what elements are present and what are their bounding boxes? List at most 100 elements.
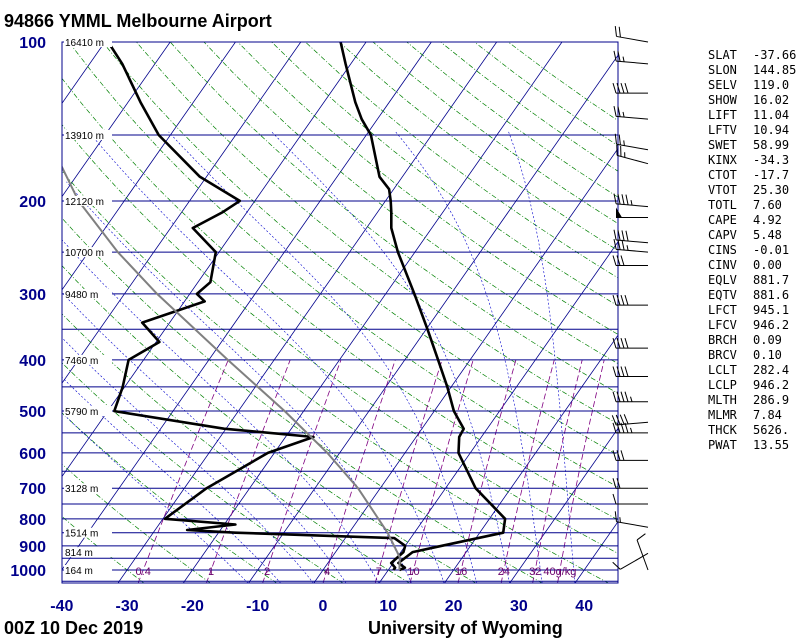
height-label-background [64, 195, 112, 206]
isotherm-line [182, 42, 563, 583]
source-label: University of Wyoming [368, 618, 563, 638]
wind-barb [613, 238, 649, 253]
pressure-tick-label: 300 [19, 287, 46, 304]
index-value: 10.94 [753, 123, 790, 137]
mixing-ratio-label: 7 [376, 566, 382, 578]
index-value: -37.66 [753, 48, 797, 62]
wind-barb [616, 144, 649, 165]
mixing-ratio-line [532, 359, 583, 583]
index-value: 0.00 [753, 258, 782, 272]
index-key: THCK [708, 423, 737, 437]
index-value: 13.55 [753, 438, 790, 452]
dry-adiabat [62, 217, 543, 583]
wind-barb [614, 511, 649, 528]
mixing-ratio-label: 40g/kg [543, 566, 576, 578]
sounding-profiles [62, 42, 507, 572]
index-key: EQLV [708, 273, 737, 287]
height-label: 13910 m [65, 131, 104, 142]
pressure-tick-label: 100 [19, 35, 46, 52]
index-row-lfct: LFCT 945.1 [708, 303, 796, 318]
index-row-slat: SLAT -37.66 [708, 48, 796, 63]
wind-barb [612, 493, 648, 505]
index-value: -0.01 [753, 243, 790, 257]
dry-adiabat [62, 170, 610, 583]
sounding-time: 00Z 10 Dec 2019 [4, 618, 144, 638]
index-key: EQTV [708, 288, 737, 302]
index-row-lftv: LFTV 10.94 [708, 123, 796, 138]
temperature-tick-label: -30 [116, 598, 139, 615]
pressure-tick-label: 600 [19, 446, 46, 463]
wind-barb [612, 294, 648, 306]
index-key: MLTH [708, 393, 737, 407]
index-row-lclp: LCLP 946.2 [708, 378, 796, 393]
height-label-background [64, 37, 112, 47]
index-value: 119.0 [753, 78, 790, 92]
temperature-tick-label: 0 [319, 598, 328, 615]
temperature-tick-label: 10 [379, 598, 397, 615]
index-value: 5.48 [753, 228, 782, 242]
index-key: PWAT [708, 438, 737, 452]
index-value: 0.09 [753, 333, 782, 347]
temperature-tick-label: 40 [575, 598, 593, 615]
wind-barb [614, 133, 649, 151]
index-key: LCLT [708, 363, 737, 377]
isotherm-line [248, 54, 618, 583]
height-label: 5790 m [65, 407, 98, 418]
index-key: LIFT [708, 108, 737, 122]
pressure-tick-label: 900 [19, 539, 46, 556]
index-key: TOTL [708, 198, 737, 212]
index-row-pwat: PWAT 13.55 [708, 438, 796, 453]
index-value: 7.84 [753, 408, 782, 422]
pressure-tick-label: 400 [19, 353, 46, 370]
index-value: -17.7 [753, 168, 790, 182]
pressure-tick-label: 700 [19, 481, 46, 498]
mixing-ratio-line [262, 359, 342, 583]
moist-adiabat [395, 131, 543, 583]
wind-barb [616, 207, 648, 219]
mixing-ratio-line [206, 359, 291, 583]
axis-labels: 0.4 1 2 4 7 10 16 24 32 40g/kg1002003004005006007… [10, 35, 593, 615]
chart-title: 94866 YMML Melbourne Airport [4, 11, 272, 31]
isotherm-line [62, 42, 171, 198]
plot-frame [61, 41, 619, 584]
dry-adiabat [62, 77, 618, 521]
index-row-thck: THCK 5626. [708, 423, 796, 438]
wind-barb [612, 83, 648, 94]
pressure-tick-label: 800 [19, 512, 46, 529]
index-value: 0.10 [753, 348, 782, 362]
index-value: 4.92 [753, 213, 782, 227]
dry-adiabat [62, 412, 278, 583]
index-value: 7.60 [753, 198, 782, 212]
index-key: CAPV [708, 228, 737, 242]
dry-adiabat [68, 42, 618, 488]
dewpoint-profile [107, 42, 407, 571]
isotherm-line [0, 30, 48, 583]
index-row-brch: BRCH 0.09 [708, 333, 796, 348]
temperature-tick-label: -20 [181, 598, 204, 615]
mixing-ratio-label: 2 [264, 566, 270, 578]
isotherm-line [117, 42, 498, 583]
index-row-swet: SWET 58.99 [708, 138, 796, 153]
index-value: 946.2 [753, 378, 790, 392]
mixing-ratio-line [374, 359, 443, 583]
height-label: 3128 m [65, 484, 98, 495]
index-value: 282.4 [753, 363, 790, 377]
temperature-tick-label: 30 [510, 598, 528, 615]
height-label: 9480 m [65, 290, 98, 301]
height-label-background [64, 288, 112, 299]
index-row-totl: TOTL 7.60 [708, 198, 796, 213]
wind-barbs [611, 26, 649, 571]
index-value: 881.7 [753, 273, 790, 287]
height-label-background [64, 547, 112, 558]
moist-adiabat [62, 412, 249, 583]
height-label: 10700 m [65, 248, 104, 259]
wind-barb [614, 26, 649, 43]
mixing-ratio-label: 24 [498, 566, 510, 578]
index-row-slon: SLON 144.85 [708, 63, 796, 78]
index-key: SELV [708, 78, 737, 92]
wind-barb [612, 391, 648, 403]
pressure-tick-label: 200 [19, 194, 46, 211]
moist-adiabat [508, 131, 576, 583]
mixing-ratio-line [457, 359, 517, 583]
index-key: SHOW [708, 93, 737, 107]
